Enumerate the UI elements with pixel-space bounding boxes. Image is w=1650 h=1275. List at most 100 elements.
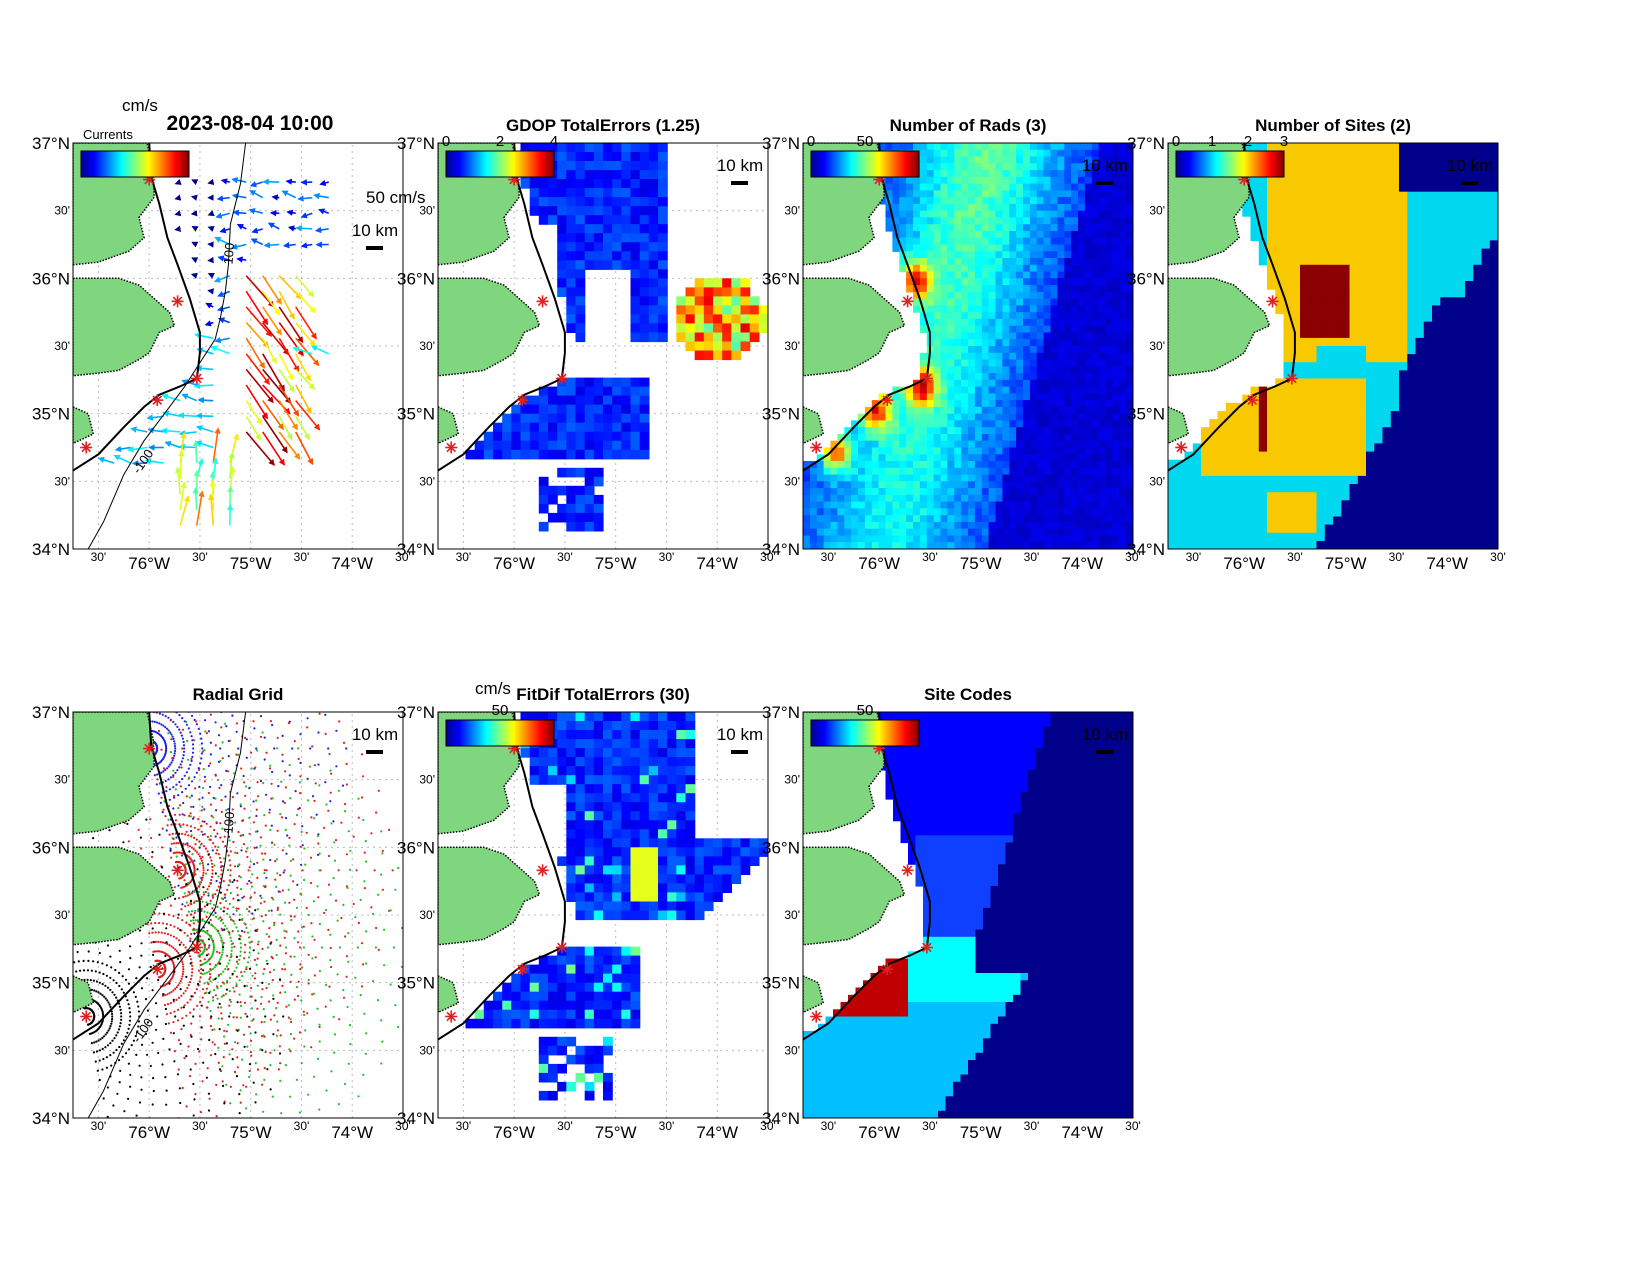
scale-bar-label: 10 km	[1447, 156, 1493, 175]
gdop-cell	[566, 233, 577, 243]
gdop-cell	[758, 314, 768, 324]
rads-cell	[1023, 440, 1031, 449]
gdop-cell	[548, 143, 558, 153]
rads-cell	[1050, 352, 1058, 361]
map-frame	[1167, 142, 1499, 550]
rads-cell	[1043, 312, 1052, 320]
sites-cell	[1291, 248, 1301, 258]
rads-cell	[1043, 420, 1052, 428]
site-marker	[151, 394, 164, 407]
overlapping-label: Currents	[83, 127, 133, 142]
gdop-cell	[603, 422, 613, 433]
sites-cell	[1316, 443, 1326, 453]
land-mass	[73, 406, 95, 445]
rads-cell	[940, 285, 948, 293]
rads-cell	[837, 521, 845, 530]
rads-cell	[1029, 528, 1038, 537]
sites-cell	[1399, 451, 1408, 461]
rads-cell	[816, 481, 825, 489]
rads-cell	[1002, 312, 1010, 320]
sites-cell	[1432, 240, 1441, 250]
lon-tick-label: 75°W	[1325, 554, 1367, 573]
rads-cell	[968, 352, 976, 361]
rads-cell	[974, 217, 983, 225]
rads-cell	[995, 359, 1003, 367]
gdop-cell	[630, 224, 641, 234]
gdop-cell	[584, 179, 595, 189]
gdop-cell	[575, 395, 586, 406]
rads-cell	[1078, 379, 1086, 388]
rads-cell	[1112, 494, 1120, 503]
rads-cell	[816, 474, 825, 482]
sites-cell	[1423, 346, 1433, 355]
sites-cell	[1448, 532, 1458, 542]
rads-cell	[837, 447, 845, 455]
sites-cell	[1382, 224, 1392, 233]
radial-grid-point	[164, 744, 167, 747]
radial-grid-point	[170, 677, 172, 679]
sites-cell	[1465, 240, 1474, 250]
rads-cell	[1043, 515, 1052, 523]
rads-cell	[940, 440, 948, 449]
rads-cell	[1002, 515, 1010, 523]
rads-cell	[981, 488, 990, 496]
sites-cell	[1308, 402, 1318, 412]
rads-cell	[1023, 285, 1031, 293]
rads-cell	[1002, 494, 1010, 503]
rads-cell	[892, 183, 900, 191]
rads-cell	[1112, 251, 1120, 259]
gdop-cell	[575, 521, 586, 532]
lon-tick-label: 75°W	[960, 554, 1002, 573]
rads-cell	[823, 474, 832, 482]
rads-cell	[1029, 332, 1038, 340]
rads-cell	[1029, 467, 1038, 476]
sites-cell	[1448, 297, 1458, 306]
rads-cell	[1043, 488, 1052, 496]
sites-cell	[1489, 411, 1498, 420]
sites-cell	[1440, 362, 1450, 371]
rads-cell	[816, 501, 825, 509]
radial-grid-point	[136, 693, 138, 695]
rads-cell	[933, 379, 942, 388]
rads-cell	[906, 278, 914, 286]
rads-cell	[1105, 434, 1113, 442]
gdop-cell	[557, 395, 567, 406]
sites-cell	[1349, 484, 1359, 493]
rads-cell	[1023, 339, 1031, 347]
rads-cell	[961, 143, 969, 151]
rads-cell	[1091, 535, 1100, 543]
sites-cell	[1192, 508, 1202, 518]
radial-grid-point	[168, 788, 171, 791]
gdop-cell	[557, 503, 567, 514]
rads-cell	[1050, 488, 1058, 496]
gdop-cell	[584, 449, 595, 460]
rads-cell	[1084, 156, 1093, 164]
rads-cell	[913, 501, 921, 509]
sites-cell	[1357, 346, 1367, 355]
rads-cell	[995, 183, 1003, 191]
gdop-cell	[612, 422, 622, 433]
sites-cell	[1357, 313, 1367, 323]
rads-cell	[1023, 190, 1031, 198]
rads-cell	[1091, 231, 1100, 239]
rads-cell	[1071, 271, 1079, 279]
gdop-cell	[511, 422, 522, 433]
rads-cell	[1009, 143, 1017, 151]
sites-cell	[1324, 411, 1334, 420]
sites-cell	[1399, 167, 1408, 177]
rads-cell	[1043, 434, 1052, 442]
gdop-cell	[703, 296, 714, 306]
sites-cell	[1456, 321, 1466, 331]
rads-cell	[1098, 203, 1107, 212]
colorbar-tick-label: 2	[1244, 133, 1252, 150]
sites-cell	[1341, 411, 1351, 420]
sites-cell	[1267, 240, 1276, 250]
sites-cell	[1300, 248, 1309, 258]
radial-grid-point	[187, 767, 190, 770]
rads-cell	[961, 318, 969, 327]
rads-cell	[988, 474, 997, 482]
sites-cell	[1349, 500, 1359, 509]
rads-cell	[926, 393, 935, 401]
sites-cell	[1341, 337, 1351, 347]
sites-cell	[1415, 175, 1425, 185]
